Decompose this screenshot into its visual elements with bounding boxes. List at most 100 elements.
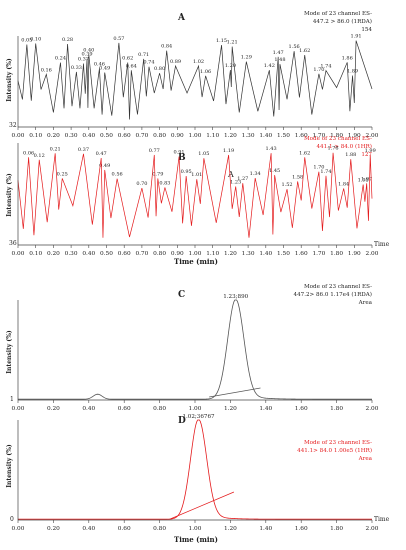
peak-label: 1.19 (223, 148, 234, 154)
peak-label: 0.12 (34, 153, 45, 159)
peak-label: 0.37 (78, 57, 89, 63)
panel-a-annotation-line2: 447.2 > 86.0 (1RDA) (313, 18, 372, 25)
x-tick-label: 0.80 (153, 526, 166, 532)
x-tick-label: 2.00 (366, 406, 379, 412)
x-tick-label: 0.70 (135, 133, 148, 139)
x-tick-label: 0.20 (47, 526, 60, 532)
x-tick-label: 1.00 (189, 133, 202, 139)
x-tick-label: 1.10 (206, 133, 219, 139)
peak-label: 0.80 (154, 66, 165, 72)
peak-label: 0.25 (57, 171, 68, 177)
peak-label: 0.95 (181, 169, 192, 175)
panel-c: C Mode of 23 channel ES- 447.2> 86.0 1.1… (6, 284, 379, 412)
panel-a-ticks: 0.00 0.10 0.20 0.30 0.40 0.50 0.60 0.70 0.80 0.90… (12, 127, 379, 139)
panel-b-annotation-line2: 441.1 > 84.0 (1HR) (316, 143, 372, 150)
x-tick-label: 0.20 (47, 251, 60, 257)
peak-label: 1.62 (299, 48, 310, 54)
panel-a-ymin-label: 32 (9, 122, 17, 129)
x-tick-label: 1.70 (312, 133, 325, 139)
peak-label: 1.48 (274, 57, 285, 63)
x-tick-label: 1.30 (242, 133, 255, 139)
peak-label: 1.34 (250, 171, 261, 177)
panel-d-ticks: 0.00 0.20 0.40 0.60 0.80 1.00 1.20 1.40 1.60 1.80… (12, 520, 379, 532)
x-tick-label: 1.80 (330, 133, 343, 139)
panel-b-peak-labels: 0.06 0.12 0.21 0.25 0.37 0.47 0.490.56 0.70 0.77… (23, 146, 376, 188)
x-tick-label: 0.90 (171, 251, 184, 257)
peak-label: 0.91 (173, 150, 184, 156)
x-tick-label: 1.00 (189, 406, 202, 412)
peak-label: 0.56 (112, 172, 123, 178)
x-tick-label: 1.20 (224, 526, 237, 532)
x-tick-label: 0.30 (65, 133, 78, 139)
panel-c-annotation-line1: Mode of 23 channel ES- (304, 284, 372, 290)
peak-label: 0.06 (23, 150, 34, 156)
panel-b: B A Mode of 23 channel ES- 441.1 > 84.0 … (6, 136, 390, 266)
peak-label: 1.02 (193, 59, 204, 65)
peak-label: 1.45 (269, 168, 280, 174)
x-tick-label: 0.80 (153, 406, 166, 412)
peak-label: 1.78 (327, 146, 338, 152)
peak-label: 1.88 (345, 152, 356, 158)
x-tick-label: 1.30 (242, 251, 255, 257)
x-tick-label: 0.40 (82, 406, 95, 412)
panel-d-xlabel: Time (min) (174, 535, 218, 544)
peak-label: 1.99 (365, 148, 376, 154)
x-tick-label: 0.60 (118, 526, 131, 532)
panel-d-annotation-line2: 441.1> 84.0 1.00e5 (1HR) (297, 447, 372, 454)
panel-d-peak-labels: 1.02;36767 (182, 414, 215, 420)
panel-d-annotation-line3: Area (358, 456, 373, 462)
peak-label: 0.40 (83, 47, 94, 53)
panel-b-inner-label: A (227, 170, 234, 179)
x-tick-label: 1.20 (224, 251, 237, 257)
peak-label: 1.74 (320, 64, 331, 70)
peak-label: 0.84 (161, 44, 172, 50)
x-tick-label: 1.70 (312, 251, 325, 257)
x-tick-label: 0.00 (12, 526, 25, 532)
panel-c-ymin-label: 1 (10, 396, 14, 403)
x-tick-label: 0.00 (12, 406, 25, 412)
panel-c-annotation-line2: 447.2> 86.0 1.17e4 (1RDA) (294, 291, 372, 298)
peak-label: 1.21 (227, 40, 238, 46)
peak-label: 0.33 (71, 65, 82, 71)
x-tick-label: 0.90 (171, 133, 184, 139)
panel-b-annotation-line3: 127 (361, 152, 372, 158)
peak-label: 0.64 (126, 63, 137, 69)
peak-label: 0.74 (143, 60, 154, 66)
panel-d-ylabel: Intensity (%) (6, 444, 13, 488)
x-tick-label: 2.00 (366, 526, 379, 532)
x-tick-label: 1.40 (259, 406, 272, 412)
x-tick-label: 0.50 (100, 133, 113, 139)
peak-label: 0.49 (99, 66, 110, 72)
x-tick-label: 1.90 (348, 133, 361, 139)
peak-label: 0.39 (81, 52, 92, 58)
peak-label: 1.47 (273, 50, 284, 56)
peak-label: 1.74 (320, 169, 331, 175)
x-tick-label: 2.00 (366, 251, 379, 257)
peak-label: 0.05 (21, 38, 32, 44)
x-tick-label: 0.80 (153, 133, 166, 139)
peak-label: 1.70 (313, 165, 324, 171)
peak-label: 0.28 (62, 37, 73, 43)
peak-label: 1.97 (361, 176, 372, 182)
x-tick-label: 1.40 (259, 133, 272, 139)
x-tick-label: 1.00 (189, 526, 202, 532)
x-tick-label: 0.60 (118, 251, 131, 257)
x-tick-label: 1.60 (295, 406, 308, 412)
peak-label: 0.49 (99, 163, 110, 169)
x-tick-label: 1.50 (277, 133, 290, 139)
peak-label: 1.43 (266, 146, 277, 152)
x-tick-label: 0.40 (82, 133, 95, 139)
peak-label: 1.23;890 (223, 294, 248, 300)
x-tick-label: 1.50 (277, 251, 290, 257)
panel-a: A Mode of 23 channel ES- 447.2 > 86.0 (1… (6, 11, 379, 139)
x-tick-label: 1.80 (330, 251, 343, 257)
x-tick-label: 0.10 (29, 133, 42, 139)
peak-label: 1.91 (350, 34, 361, 40)
peak-label: 0.71 (138, 52, 149, 58)
panel-a-label: A (177, 13, 186, 23)
panel-c-trace (18, 299, 372, 400)
panel-a-trace (17, 40, 373, 120)
x-tick-label: 1.60 (295, 133, 308, 139)
panel-c-integration-baseline (209, 387, 261, 398)
panel-a-annotation-line3: 154 (361, 27, 372, 33)
